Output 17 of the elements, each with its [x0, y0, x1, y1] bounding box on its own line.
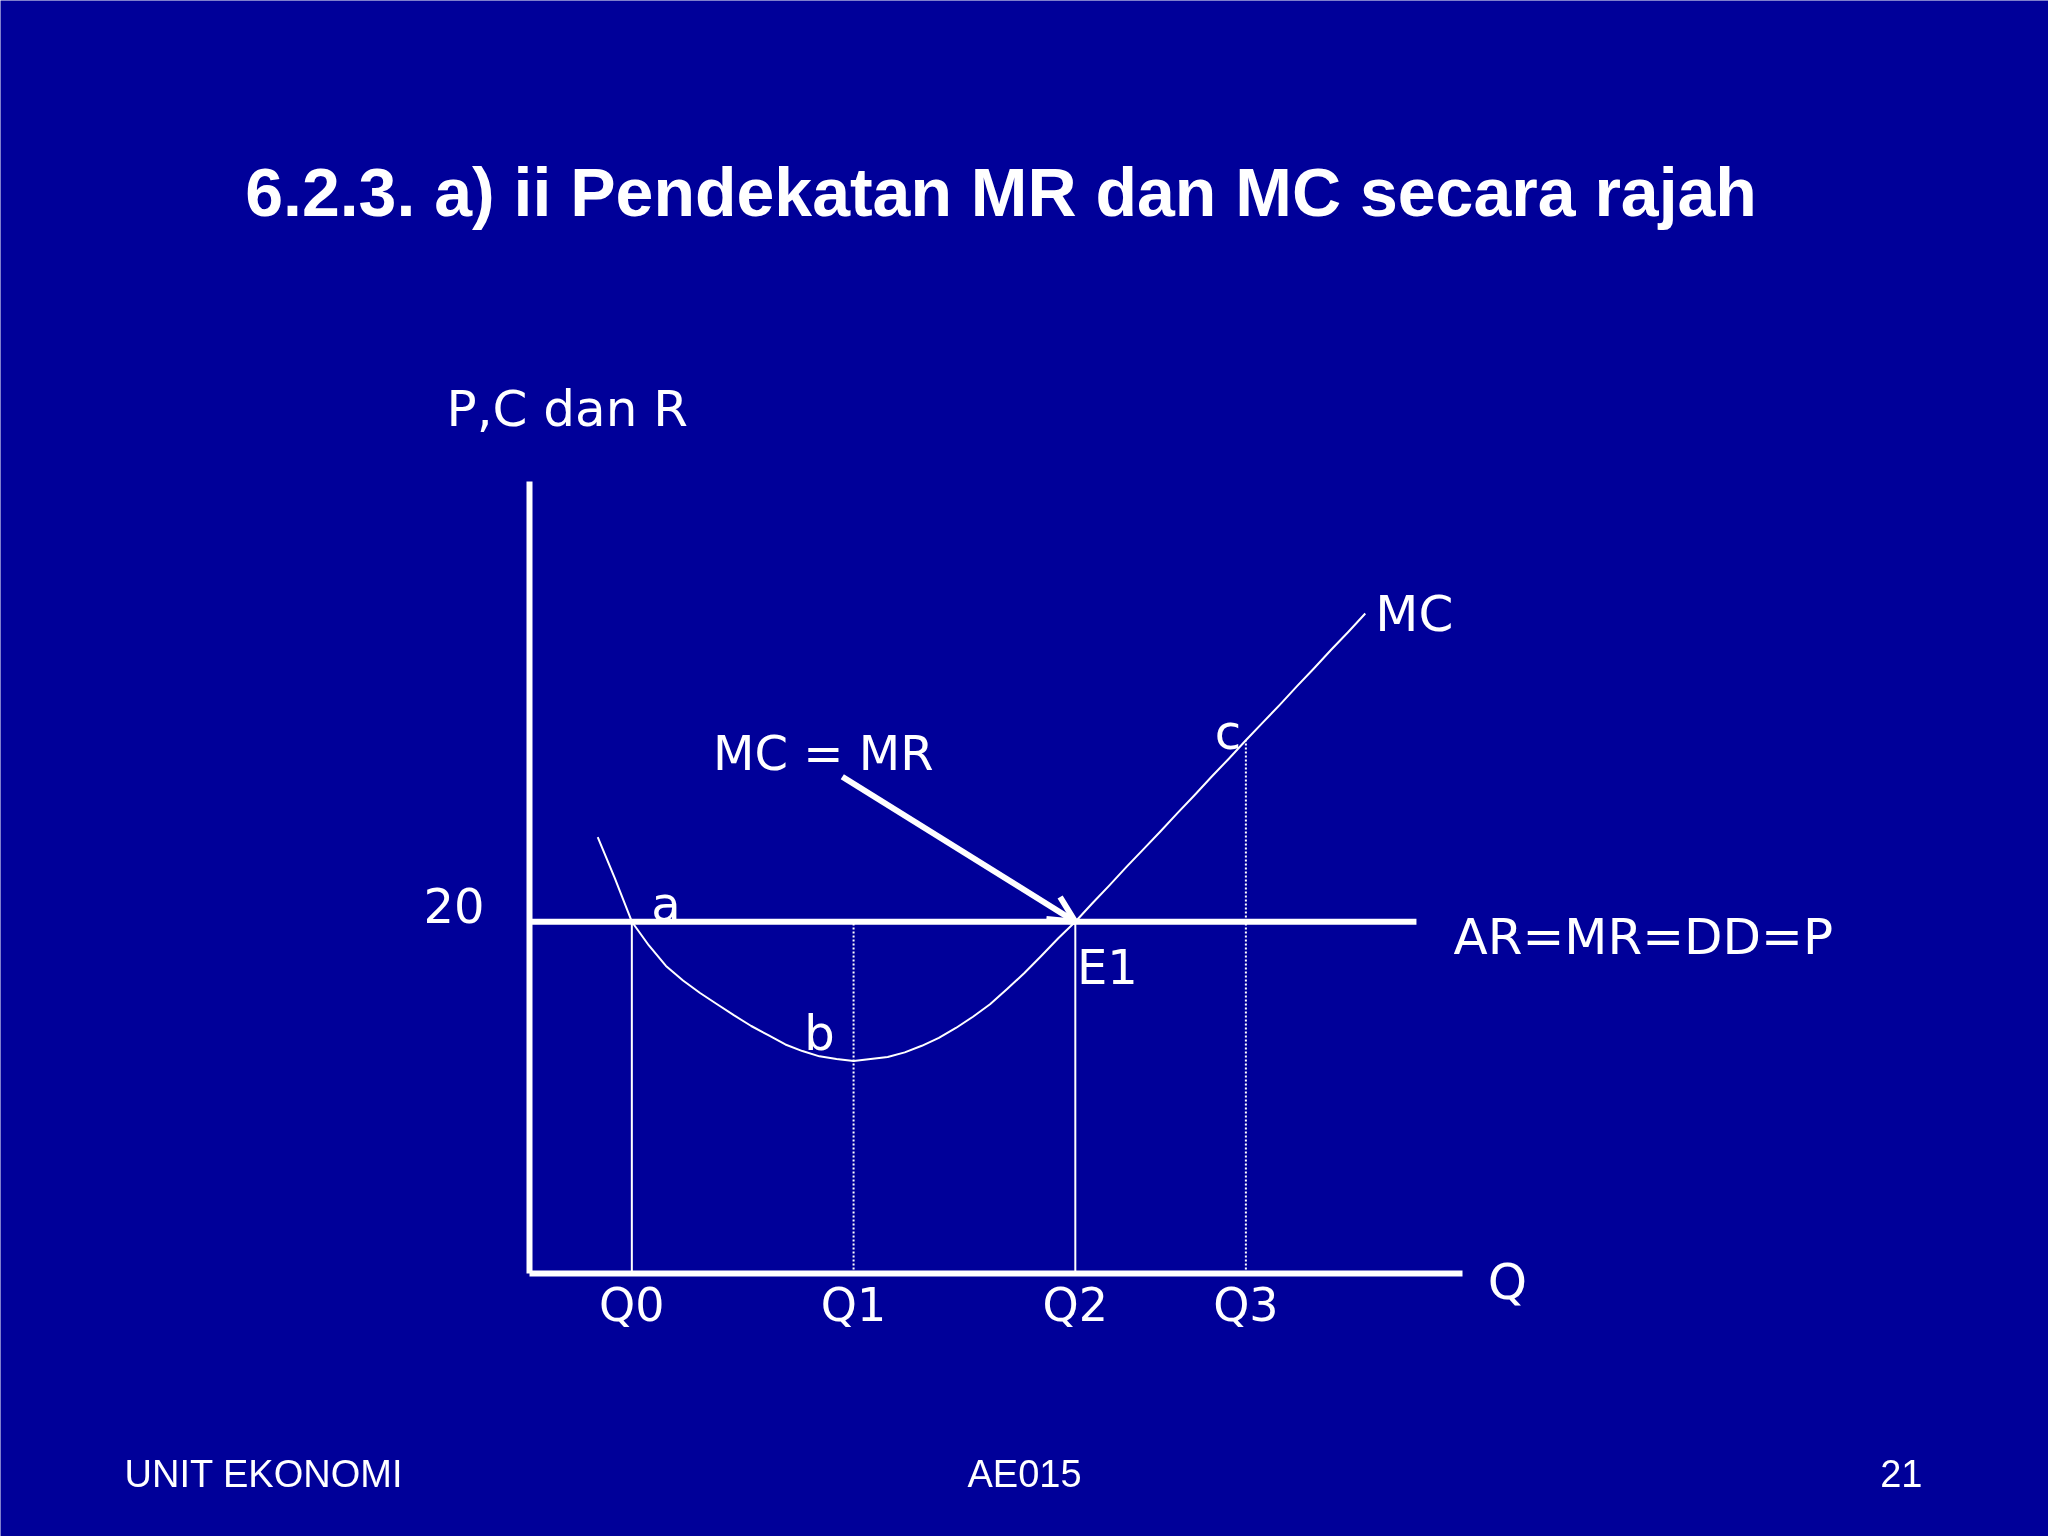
x-tick-label: Q1	[820, 1277, 887, 1332]
x-tick-label: Q2	[1042, 1277, 1109, 1332]
annotation: E1	[1076, 938, 1138, 995]
x-tick-label: Q3	[1213, 1277, 1279, 1332]
annotation: MC = MR	[713, 724, 934, 781]
y-axis-title: P,C dan R	[446, 379, 689, 438]
text: UNIT EKONOMI	[124, 1452, 403, 1495]
text: AE015	[967, 1452, 1082, 1495]
x-tick-label: Q0	[599, 1277, 665, 1332]
chart-title: 6.2.3. a) ii Pendekatan MR dan MC secara rajah	[245, 153, 1757, 230]
text: 21	[1880, 1453, 1923, 1495]
x-axis-title: Q	[1487, 1252, 1528, 1311]
series-label: MC	[1375, 584, 1454, 643]
text: 20	[423, 878, 485, 934]
series-label: AR=MR=DD=P	[1453, 907, 1834, 966]
annotation: c	[1214, 704, 1242, 761]
annotation: b	[804, 1004, 835, 1061]
